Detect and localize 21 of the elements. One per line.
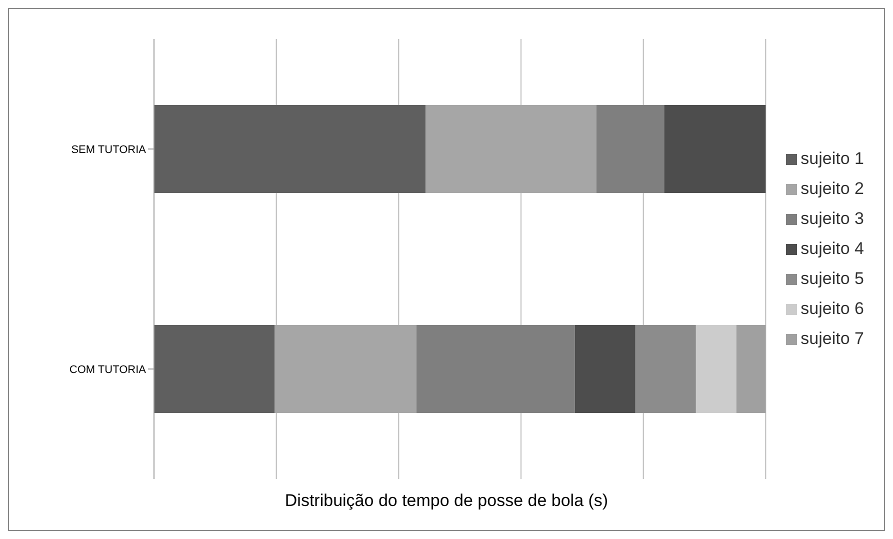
legend-label: sujeito 7 <box>800 329 864 348</box>
x-axis-title: Distribuição do tempo de posse de bola (s) <box>284 491 610 511</box>
bar <box>574 325 636 413</box>
bar <box>635 325 696 413</box>
bar <box>736 325 766 413</box>
bar <box>696 325 736 413</box>
bar <box>274 325 416 413</box>
bar <box>664 105 766 193</box>
bar <box>154 325 274 413</box>
legend-label: sujeito 6 <box>800 299 864 318</box>
y-tick-label: SEM TUTORIA <box>71 144 147 156</box>
legend-label: sujeito 3 <box>800 209 864 228</box>
bar <box>596 105 664 193</box>
bar <box>154 105 426 193</box>
legend-label: sujeito 2 <box>800 179 864 198</box>
bar <box>426 105 596 193</box>
y-tick-label: COM TUTORIA <box>69 364 147 376</box>
legend-label: sujeito 1 <box>800 149 864 168</box>
legend-label: sujeito 4 <box>800 239 864 258</box>
legend-label: sujeito 5 <box>800 269 864 288</box>
bar <box>416 325 575 413</box>
